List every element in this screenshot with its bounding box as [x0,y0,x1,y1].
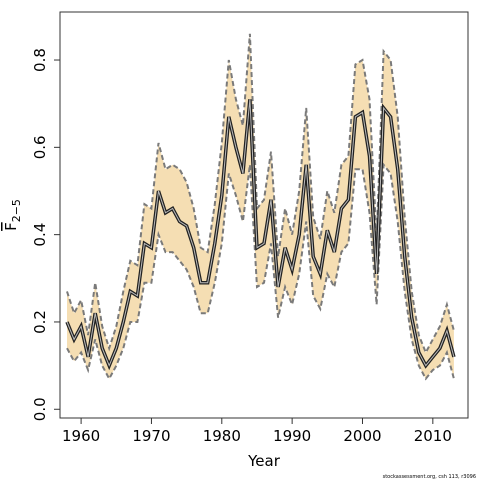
y-tick-label: 0.2 [31,310,49,334]
y-axis-title: F2−5 [2,199,23,231]
y-axis: 0.0 0.2 0.4 0.6 0.8 [31,48,61,421]
x-tick-label: 1980 [203,427,241,445]
y-tick-label: 0.4 [31,223,49,247]
y-axis-title-main: F [2,222,20,231]
y-tick-label: 0.6 [31,135,49,159]
estimate-line-highlight [66,99,455,367]
y-tick-label: 0.8 [31,48,49,72]
footer-credit: stockassessment.org, csh 113, r3096 [383,474,476,480]
confidence-band-layer [66,33,455,381]
x-tick-label: 1990 [273,427,311,445]
y-tick-label: 0.0 [31,397,49,421]
upper-bound-line [66,33,455,355]
x-tick-label: 1970 [132,427,170,445]
x-tick-label: 2000 [343,427,381,445]
confidence-band-area [67,33,454,379]
x-axis: 1960 1970 1980 1990 2000 2010 [62,417,452,445]
estimate-line-layer [65,99,456,371]
x-axis-title: Year [247,452,281,470]
x-tick-label: 2010 [414,427,452,445]
x-tick-label: 1960 [62,427,100,445]
y-axis-title-subscript: 2−5 [10,199,23,222]
lower-bound-line [66,162,455,381]
